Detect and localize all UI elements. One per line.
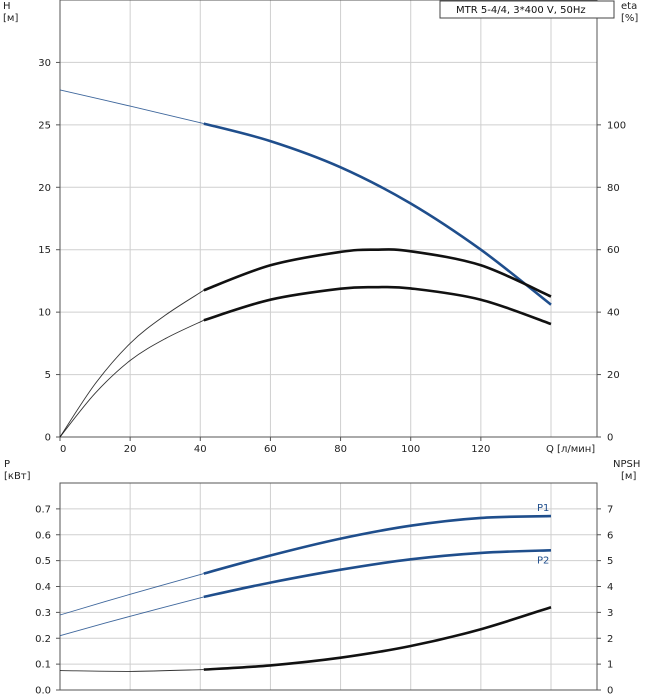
bottom-y-right-tick-1: 1 — [607, 660, 613, 671]
bottom-y-right-tick-3: 3 — [607, 608, 613, 619]
chart-title-box — [439, 0, 615, 19]
top-x-tick-3: 60 — [264, 444, 277, 455]
bottom-NPSH-line — [203, 605, 552, 671]
top-frame — [59, 0, 598, 438]
bottom-y-left-tick-6: 0.6 — [35, 530, 51, 541]
top-y-right-tick-5: 100 — [607, 120, 626, 131]
top-y-left-tick-4: 20 — [38, 183, 51, 194]
top-x-tick-2: 40 — [194, 444, 207, 455]
top-H-line — [203, 122, 552, 306]
top-x-tick-6: 120 — [471, 444, 490, 455]
top-y-right-tick-1: 20 — [607, 370, 620, 381]
bottom-y-left-label-line2: [кВт] — [4, 471, 31, 482]
top-x-axis-label: Q [л/мин] — [546, 444, 595, 455]
series-label-P2: P2 — [537, 555, 549, 566]
bottom-y-left-tick-2: 0.2 — [35, 634, 51, 645]
top-eta_upper-line — [203, 248, 552, 298]
top-y-right-tick-3: 60 — [607, 245, 620, 256]
bottom-y-left-tick-7: 0.7 — [35, 504, 51, 515]
top-eta_lower-line-extrapolated — [59, 319, 204, 438]
chart-title: MTR 5-4/4, 3*400 V, 50Hz — [456, 5, 586, 16]
bottom-y-right-tick-5: 5 — [607, 556, 613, 567]
bottom-y-left-tick-5: 0.5 — [35, 556, 51, 567]
top-eta_lower-line — [203, 285, 552, 326]
bottom-y-left-tick-0: 0.0 — [35, 686, 51, 697]
bottom-y-right-tick-7: 7 — [607, 504, 613, 515]
bottom-y-left-tick-1: 0.1 — [35, 660, 51, 671]
bottom-P2-line — [203, 549, 552, 599]
bottom-y-right-tick-2: 2 — [607, 634, 613, 645]
bottom-y-right-tick-6: 6 — [607, 530, 613, 541]
top-y-left-tick-2: 10 — [38, 308, 51, 319]
top-y-right-tick-4: 80 — [607, 183, 620, 194]
top-y-left-tick-5: 25 — [38, 120, 51, 131]
bottom-y-right-label-line1: NPSH — [613, 459, 640, 470]
top-x-tick-0: 0 — [60, 444, 66, 455]
top-y-left-tick-1: 5 — [45, 370, 51, 381]
bottom-P1-line-extrapolated — [59, 573, 204, 616]
top-y-left-label-line1: H — [3, 1, 11, 12]
bottom-NPSH-line-extrapolated — [59, 669, 204, 672]
bottom-y-left-label-line1: P — [4, 459, 10, 470]
top-x-tick-5: 100 — [401, 444, 420, 455]
top-y-left-tick-0: 0 — [45, 433, 51, 444]
top-eta_upper-line-extrapolated — [59, 289, 205, 438]
head-efficiency-plot: 0 5 10 15 20 25 30 0 20 40 60 80 100 0 20 40 60 80 100 120 Q… — [38, 0, 626, 455]
bottom-y-right-tick-0: 0 — [607, 686, 613, 697]
bottom-y-right-label-line2: [м] — [621, 471, 636, 482]
bottom-y-left-tick-4: 0.4 — [35, 582, 51, 593]
top-H-line-extrapolated — [59, 89, 204, 125]
bottom-P2-line-extrapolated — [59, 596, 204, 637]
top-y-right-label-line1: eta — [621, 1, 637, 12]
top-y-right-label-line2: [%] — [621, 13, 638, 24]
top-x-tick-4: 80 — [334, 444, 347, 455]
bottom-y-left-tick-3: 0.3 — [35, 608, 51, 619]
bottom-P1-line — [203, 514, 552, 575]
top-y-left-label-line2: [м] — [3, 13, 18, 24]
top-x-tick-1: 20 — [124, 444, 137, 455]
power-npsh-plot: 0.0 0.1 0.2 0.3 0.4 0.5 0.6 0.7 0 1 2 3 4 5 6 7 P1 P2 — [35, 482, 613, 697]
top-y-right-tick-2: 40 — [607, 308, 620, 319]
series-label-P1: P1 — [537, 503, 549, 514]
bottom-y-right-tick-4: 4 — [607, 582, 613, 593]
top-y-left-tick-6: 30 — [38, 58, 51, 69]
top-y-left-tick-3: 15 — [38, 245, 51, 256]
top-y-right-tick-0: 0 — [607, 433, 613, 444]
